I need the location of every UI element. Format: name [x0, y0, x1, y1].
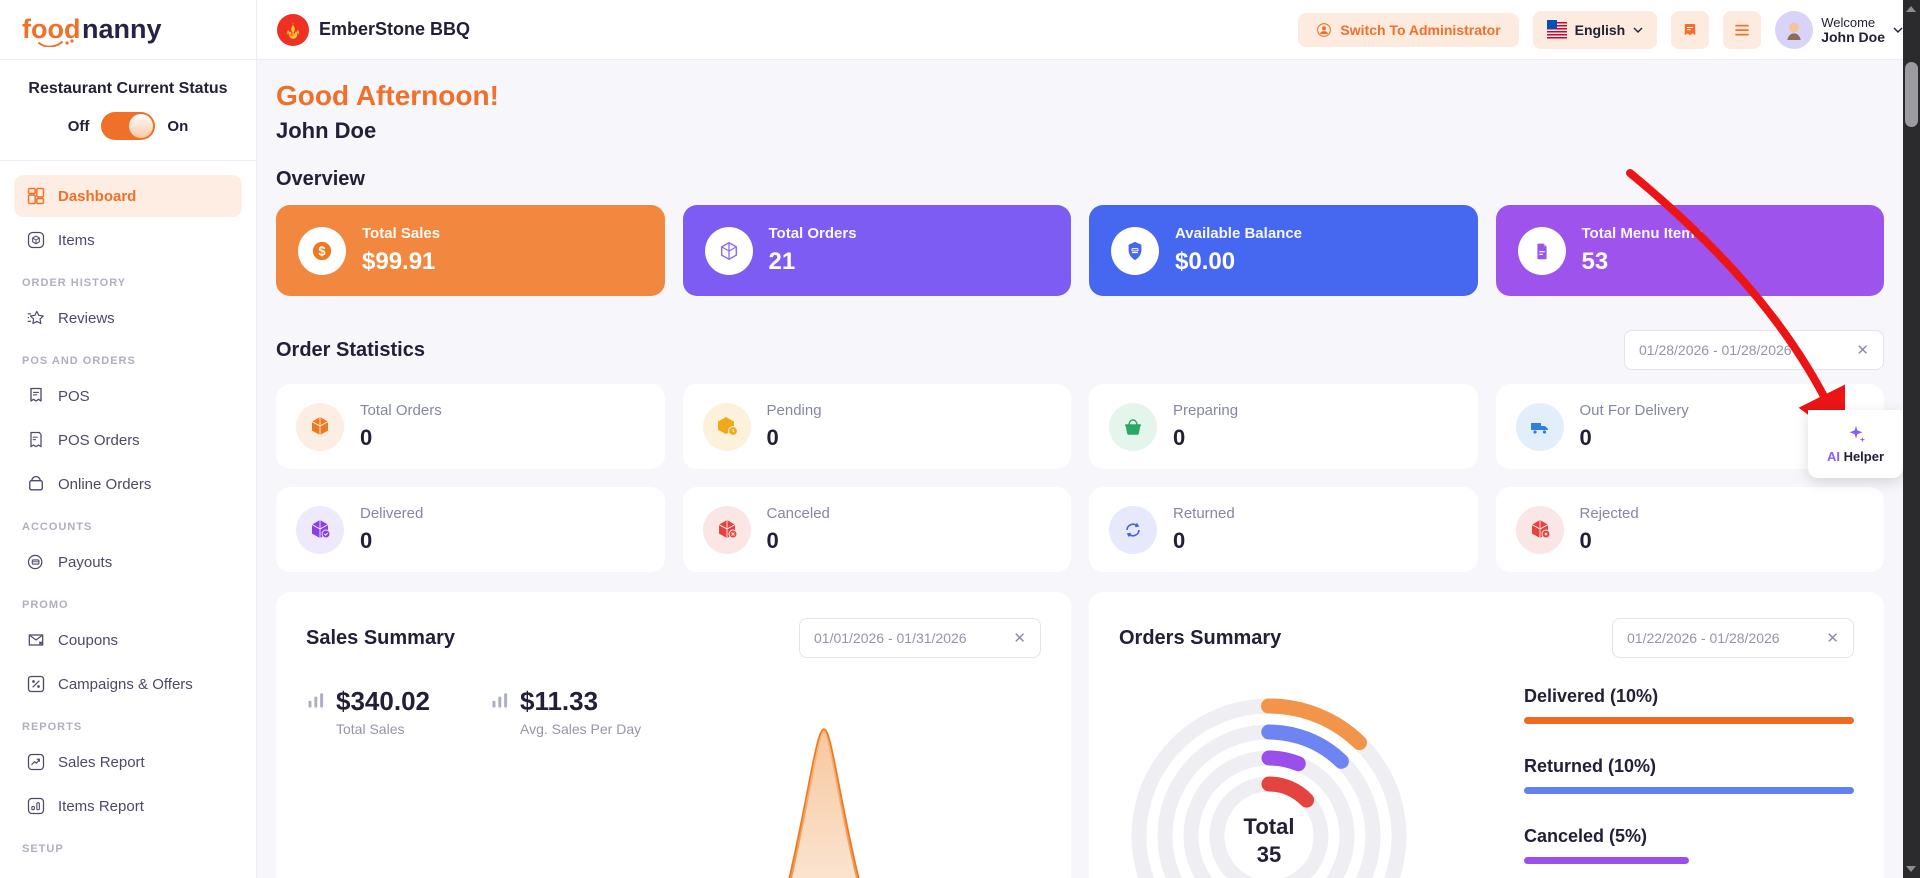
svg-text:35: 35: [1257, 842, 1281, 867]
svg-text:Total: Total: [1244, 814, 1295, 839]
svg-text:$: $: [318, 243, 325, 258]
svg-text:nanny: nanny: [82, 14, 162, 44]
